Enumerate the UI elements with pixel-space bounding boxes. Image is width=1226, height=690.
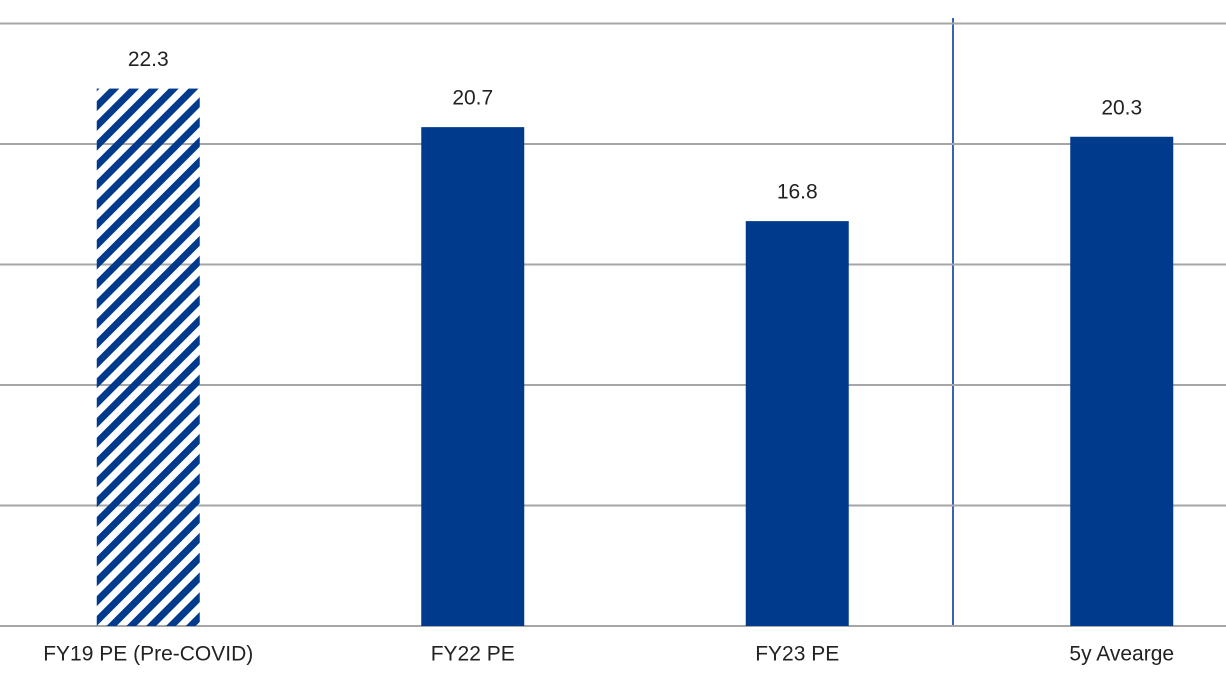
bar — [421, 127, 525, 626]
x-tick-label: 5y Avearge — [1069, 643, 1174, 666]
value-label: 22.3 — [128, 48, 169, 71]
value-label: 16.8 — [777, 181, 818, 204]
value-label: 20.7 — [452, 87, 493, 110]
x-tick-label: FY22 PE — [431, 643, 515, 666]
value-label: 20.3 — [1101, 96, 1142, 119]
x-tick-label: FY19 PE (Pre-COVID) — [43, 643, 253, 666]
bar — [96, 88, 200, 626]
bar — [1070, 136, 1174, 626]
bar — [745, 221, 849, 626]
x-tick-label: FY23 PE — [755, 643, 839, 666]
